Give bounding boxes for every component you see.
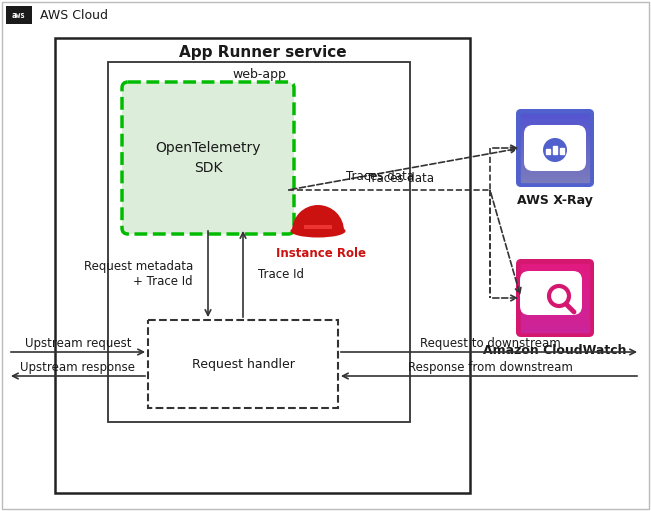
Bar [521, 122, 589, 123]
Bar [521, 179, 589, 180]
Bar [521, 269, 589, 270]
Bar [521, 115, 589, 116]
Bar [521, 140, 589, 141]
FancyBboxPatch shape [524, 125, 586, 171]
Bar [521, 131, 589, 132]
Bar [521, 264, 589, 265]
Bar [521, 293, 589, 294]
Bar [521, 302, 589, 303]
Text: OpenTelemetry
SDK: OpenTelemetry SDK [155, 141, 261, 175]
Bar [521, 270, 589, 271]
Bar [521, 128, 589, 129]
Bar [521, 267, 589, 268]
Bar [521, 114, 589, 115]
Bar [521, 326, 589, 327]
Bar [521, 151, 589, 152]
Text: Traces data: Traces data [366, 172, 434, 184]
Bar [521, 321, 589, 322]
Bar [521, 309, 589, 310]
Bar [521, 306, 589, 307]
Text: aws: aws [12, 11, 26, 20]
Bar [521, 142, 589, 143]
Bar [521, 330, 589, 331]
Bar [521, 328, 589, 329]
Bar [521, 129, 589, 130]
Bar [521, 283, 589, 284]
Bar [521, 291, 589, 292]
Bar [521, 173, 589, 174]
Bar [521, 150, 589, 151]
Bar [521, 303, 589, 304]
Bar [521, 138, 589, 139]
Bar [521, 137, 589, 138]
Bar [521, 292, 589, 293]
Bar [521, 121, 589, 122]
Bar [521, 160, 589, 161]
Bar [521, 118, 589, 119]
Bar [521, 308, 589, 309]
Bar [521, 149, 589, 150]
Bar [521, 146, 589, 147]
Bar [521, 180, 589, 181]
Bar [521, 324, 589, 325]
Bar [521, 152, 589, 153]
Bar [521, 278, 589, 279]
Bar [521, 170, 589, 171]
Bar [521, 161, 589, 162]
Bar [521, 280, 589, 281]
Bar [521, 315, 589, 316]
Bar [521, 153, 589, 154]
Bar [521, 168, 589, 169]
Bar [521, 117, 589, 118]
Bar [521, 307, 589, 308]
Bar [521, 294, 589, 295]
Bar [521, 158, 589, 159]
Bar [521, 285, 589, 286]
Bar [521, 274, 589, 275]
Bar [521, 325, 589, 326]
Bar [521, 297, 589, 298]
Bar [521, 124, 589, 125]
Bar [521, 312, 589, 313]
Bar [521, 301, 589, 302]
Bar [521, 123, 589, 124]
Text: App Runner service: App Runner service [178, 44, 346, 59]
Bar [521, 155, 589, 156]
Bar [521, 320, 589, 321]
FancyBboxPatch shape [108, 62, 410, 422]
FancyBboxPatch shape [6, 6, 32, 24]
Bar [521, 172, 589, 173]
Text: Upstream request: Upstream request [25, 337, 132, 350]
Text: Amazon CloudWatch: Amazon CloudWatch [483, 344, 627, 357]
Bar [521, 319, 589, 320]
Bar [521, 145, 589, 146]
Bar [521, 135, 589, 136]
Bar [521, 116, 589, 117]
Text: Upstream response: Upstream response [20, 360, 135, 374]
Bar [521, 147, 589, 148]
Bar [521, 143, 589, 144]
Bar [521, 154, 589, 155]
Text: Instance Role: Instance Role [276, 247, 366, 260]
Bar [521, 277, 589, 278]
Bar [521, 127, 589, 128]
Text: Request metadata
+ Trace Id: Request metadata + Trace Id [84, 260, 193, 288]
Bar [521, 284, 589, 285]
Bar [521, 164, 589, 165]
Bar [521, 268, 589, 269]
FancyBboxPatch shape [516, 259, 594, 337]
Text: Request handler: Request handler [191, 358, 294, 370]
FancyBboxPatch shape [304, 225, 332, 229]
Circle shape [543, 138, 567, 162]
Bar [521, 329, 589, 330]
FancyBboxPatch shape [516, 109, 594, 187]
Bar [521, 316, 589, 317]
Bar [521, 156, 589, 157]
Bar [521, 299, 589, 300]
Bar [521, 126, 589, 127]
Bar [521, 176, 589, 177]
Bar [521, 133, 589, 134]
Bar [521, 286, 589, 287]
Bar [521, 276, 589, 277]
